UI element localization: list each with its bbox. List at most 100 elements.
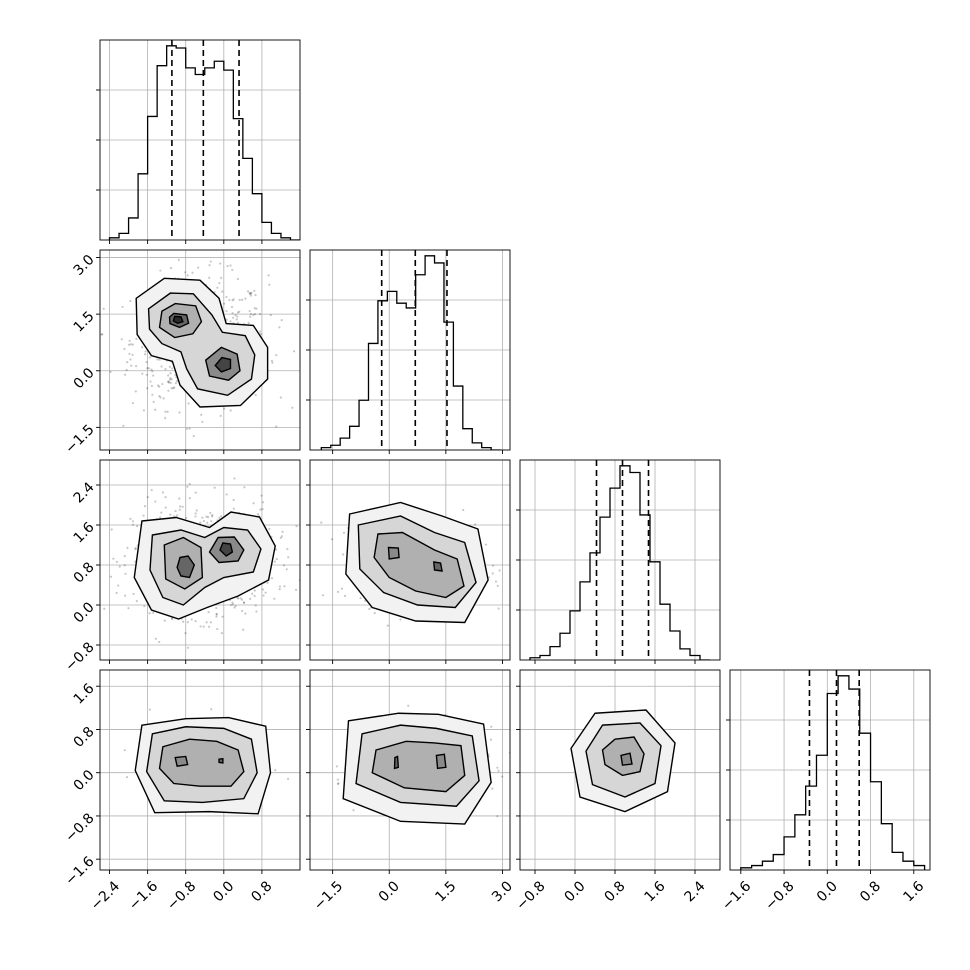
scatter-point	[172, 515, 176, 518]
scatter-point	[135, 337, 138, 341]
scatter-point	[336, 782, 340, 786]
axes-frame	[99, 39, 301, 241]
scatter-point	[142, 409, 146, 412]
scatter-point	[261, 588, 265, 591]
scatter-point	[262, 594, 265, 597]
scatter-point	[249, 315, 252, 318]
scatter-point	[258, 312, 262, 316]
scatter-point	[229, 320, 232, 323]
scatter-point	[176, 514, 179, 517]
scatter-point	[279, 536, 282, 539]
scatter-point	[215, 612, 218, 616]
scatter-point	[194, 620, 197, 623]
scatter-point	[130, 364, 133, 367]
scatter-point	[232, 498, 235, 502]
scatter-point	[278, 326, 281, 329]
scatter-point	[186, 646, 190, 649]
scatter-point	[195, 509, 198, 512]
scatter-point	[275, 557, 278, 561]
scatter-point	[231, 268, 234, 272]
scatter-point	[321, 594, 325, 597]
scatter-point	[248, 309, 251, 313]
panel-content	[310, 670, 510, 870]
scatter-point	[188, 497, 191, 500]
scatter-point	[142, 514, 145, 517]
scatter-point	[169, 266, 173, 270]
scatter-point	[159, 516, 162, 519]
scatter-point	[286, 777, 290, 781]
axes-frame	[99, 459, 301, 661]
scatter-point	[228, 298, 231, 302]
scatter-point	[491, 564, 495, 567]
scatter-point	[160, 511, 163, 514]
scatter-point	[109, 370, 112, 373]
axes-frame	[729, 669, 931, 871]
scatter-point	[259, 508, 262, 511]
scatter-point	[206, 521, 209, 524]
scatter-point	[250, 292, 253, 295]
scatter-point	[238, 310, 241, 313]
scatter-point	[117, 584, 120, 587]
scatter-point	[216, 286, 219, 289]
scatter-point	[154, 500, 157, 503]
contour-line	[168, 312, 190, 329]
scatter-point	[110, 528, 113, 531]
scatter-point	[233, 606, 236, 609]
scatter-point	[225, 493, 228, 496]
density-fill	[177, 556, 195, 578]
scatter-point	[273, 597, 276, 600]
scatter-point	[275, 548, 278, 551]
scatter-point	[186, 621, 189, 624]
scatter-point	[231, 603, 235, 606]
scatter-point	[131, 523, 135, 526]
scatter-point	[232, 298, 235, 301]
scatter-point	[253, 307, 256, 310]
scatter-point	[270, 359, 274, 362]
scatter-point	[174, 509, 177, 513]
scatter-point	[280, 319, 283, 322]
contour-line	[204, 346, 241, 381]
scatter-point	[236, 315, 239, 318]
scatter-point	[209, 511, 212, 514]
scatter-point	[178, 508, 181, 511]
scatter-point	[231, 299, 234, 302]
scatter-point	[268, 283, 271, 286]
scatter-point	[167, 389, 170, 392]
scatter-point	[145, 361, 148, 364]
scatter-point	[258, 330, 262, 333]
scatter-point	[248, 292, 252, 296]
scatter-point	[215, 613, 218, 616]
contour-line	[601, 736, 645, 777]
scatter-point	[164, 506, 167, 509]
scatter-point	[158, 394, 161, 398]
scatter-point	[232, 507, 235, 510]
scatter-point	[259, 332, 263, 336]
density-fill	[436, 754, 446, 769]
axes-frame	[309, 459, 511, 661]
scatter-point	[335, 765, 338, 768]
contour-line	[357, 515, 477, 609]
contour-line	[208, 536, 245, 564]
scatter-point	[260, 494, 263, 497]
scatter-point	[112, 557, 115, 560]
scatter-point	[209, 621, 213, 624]
contour-line	[214, 356, 232, 373]
axes-frame	[309, 249, 511, 451]
scatter-point	[128, 352, 131, 355]
scatter-point	[124, 594, 127, 597]
scatter-point	[211, 514, 214, 517]
scatter-point	[169, 378, 172, 381]
scatter-point	[151, 370, 154, 373]
scatter-point	[236, 277, 239, 281]
density-fill	[388, 547, 400, 559]
scatter-point	[152, 611, 155, 614]
scatter-point	[340, 587, 344, 590]
scatter-point	[164, 495, 167, 499]
scatter-point	[186, 274, 189, 277]
scatter-point	[161, 491, 165, 494]
panel-content	[310, 460, 510, 660]
scatter-point	[254, 604, 257, 607]
scatter-point	[123, 373, 127, 376]
scatter-point	[359, 596, 362, 600]
scatter-point	[143, 605, 146, 608]
